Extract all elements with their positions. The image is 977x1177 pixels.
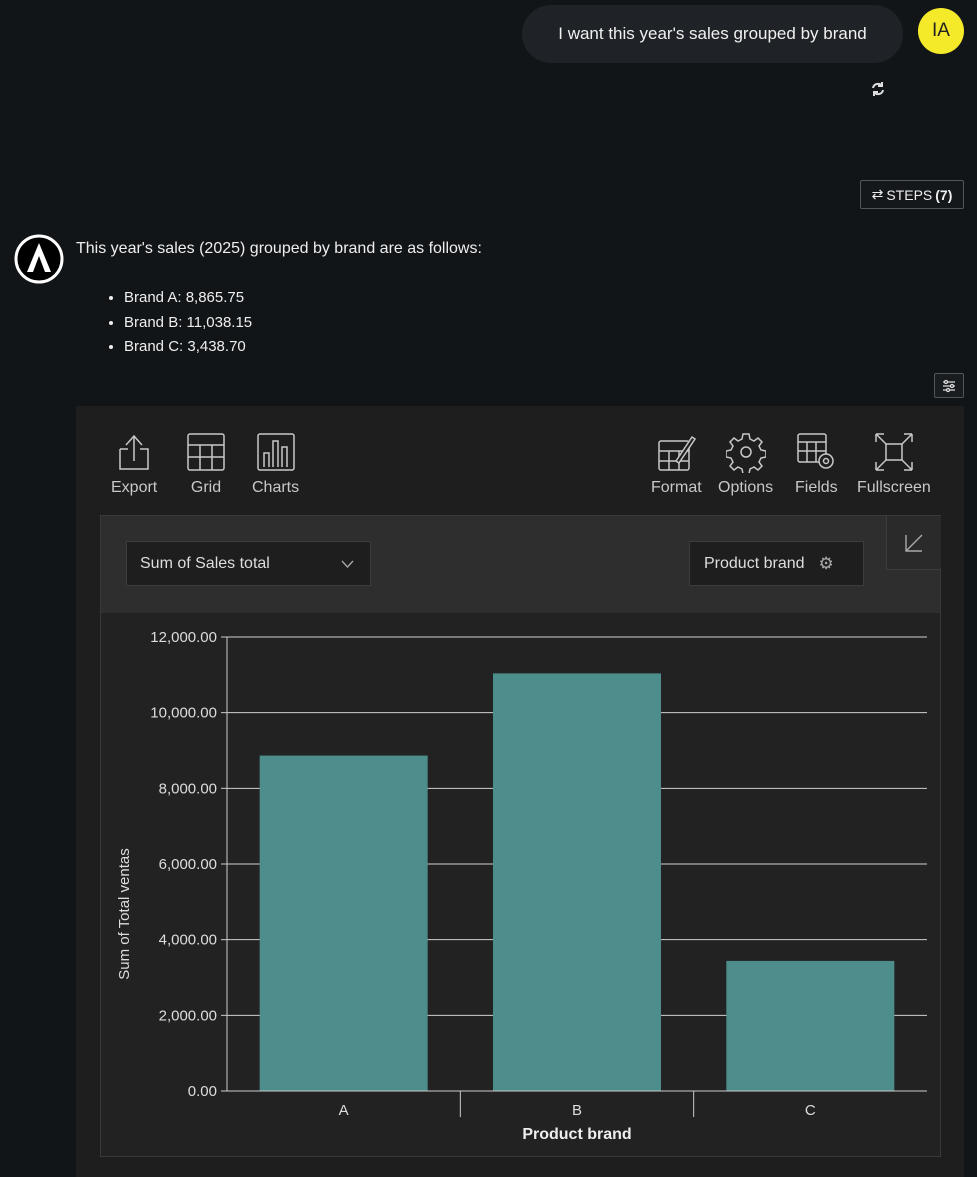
grid-label: Grid: [190, 479, 222, 496]
steps-label: STEPS: [886, 186, 933, 203]
bar-chart: 0.00 2,000.00 4,000.00 6,000.00 8,000.00 10,0…: [116, 629, 927, 1143]
chevron-down-icon: [341, 560, 354, 568]
y-axis-title: Sum of Total ventas: [116, 848, 133, 979]
fields-icon: [797, 433, 835, 469]
y-tick-label: 0.00: [188, 1083, 217, 1100]
y-tick-label: 12,000.00: [150, 629, 217, 646]
brand-sales-list: Brand A: 8,865.75 Brand B: 11,038.15 Bra…: [94, 286, 252, 360]
export-button[interactable]: Export: [111, 431, 157, 497]
measure-select-value: Sum of Sales total: [140, 554, 270, 572]
y-tick-label: 6,000.00: [159, 856, 217, 873]
user-message-bubble: I want this year's sales grouped by bran…: [522, 5, 903, 63]
export-label: Export: [111, 479, 158, 496]
fullscreen-label: Fullscreen: [857, 479, 931, 496]
regenerate-icon[interactable]: [868, 79, 888, 99]
charts-label: Charts: [252, 479, 300, 496]
format-button[interactable]: Format: [651, 431, 702, 497]
y-tick-label: 10,000.00: [150, 705, 217, 722]
steps-button[interactable]: ⇄ STEPS (7): [860, 180, 964, 209]
charts-icon: [256, 433, 295, 471]
user-message-text: I want this year's sales grouped by bran…: [558, 24, 867, 43]
list-item: Brand C: 3,438.70: [124, 335, 252, 360]
grid-icon: [187, 433, 225, 471]
y-tick-label: 8,000.00: [159, 780, 217, 797]
assistant-message-intro: This year's sales (2025) grouped by bran…: [76, 240, 482, 257]
pivot-panel: Export Grid Charts Format Options Fields…: [76, 406, 964, 1177]
list-item: Brand B: 11,038.15: [124, 311, 252, 336]
fields-label: Fields: [795, 479, 838, 496]
charts-button[interactable]: Charts: [252, 431, 299, 497]
export-icon: [119, 434, 149, 470]
gear-icon: [725, 433, 766, 473]
y-tick-label: 2,000.00: [159, 1007, 217, 1024]
options-label: Options: [718, 479, 774, 496]
bar-A: [259, 755, 428, 1091]
fullscreen-icon: [875, 433, 913, 471]
x-tick-label: C: [805, 1102, 816, 1119]
x-axis-title: Product brand: [522, 1126, 631, 1143]
grid-button[interactable]: Grid: [186, 431, 226, 497]
settings-sliders-button[interactable]: [934, 373, 964, 398]
x-tick-label: A: [339, 1102, 349, 1119]
list-item: Brand A: 8,865.75: [124, 286, 252, 311]
bar-C: [726, 960, 895, 1091]
collapse-button[interactable]: [886, 516, 941, 570]
x-tick-label: B: [572, 1102, 582, 1119]
sliders-icon: [943, 379, 955, 392]
fullscreen-button[interactable]: Fullscreen: [857, 431, 931, 497]
format-icon: [658, 435, 697, 471]
gear-icon[interactable]: ⚙: [818, 553, 834, 573]
measure-select[interactable]: Sum of Sales total: [126, 541, 371, 586]
bar-B: [493, 673, 661, 1091]
steps-icon: ⇄: [871, 186, 884, 202]
assistant-logo-icon: [14, 234, 64, 284]
format-label: Format: [651, 479, 702, 496]
user-avatar[interactable]: IA: [918, 8, 964, 54]
chart-controls-bar: Sum of Sales total Product brand ⚙: [101, 516, 941, 613]
fields-button[interactable]: Fields: [795, 431, 838, 497]
chart-container: Sum of Sales total Product brand ⚙ 0.00 2…: [100, 515, 941, 1157]
row-field-label: Product brand: [704, 554, 805, 572]
collapse-arrow-icon: [905, 534, 923, 552]
steps-count: (7): [935, 186, 953, 203]
options-button[interactable]: Options: [718, 431, 773, 497]
row-field-button[interactable]: Product brand ⚙: [689, 541, 864, 586]
y-tick-label: 4,000.00: [159, 932, 217, 949]
